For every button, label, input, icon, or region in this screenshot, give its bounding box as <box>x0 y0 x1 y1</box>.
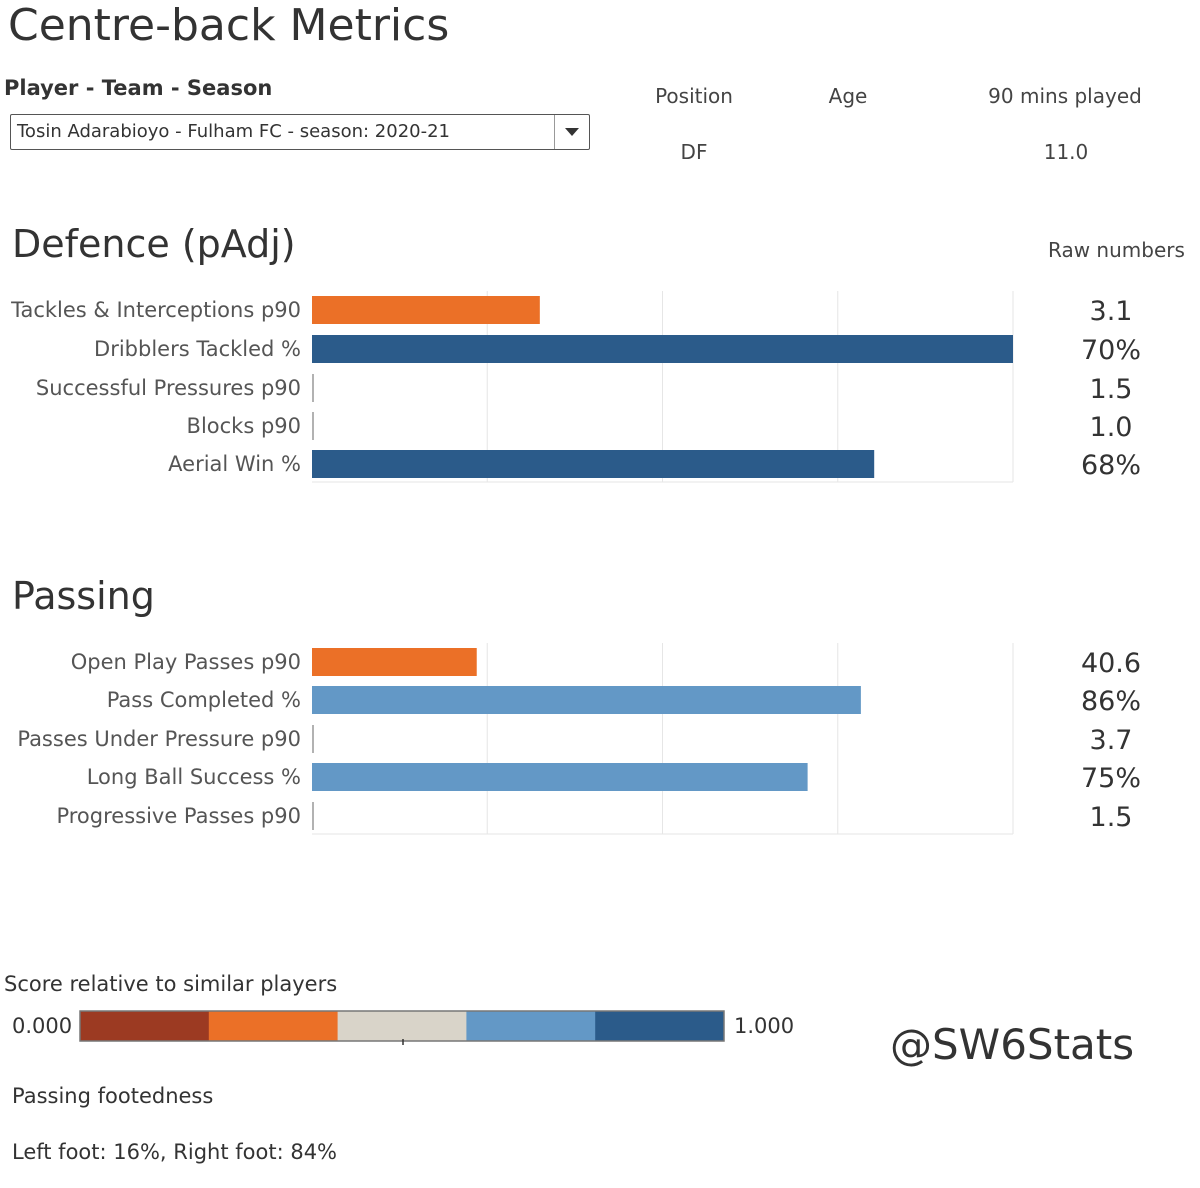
mins-played-value: 11.0 <box>1043 140 1089 164</box>
defence-raw-value: 68% <box>1081 450 1141 481</box>
legend-color-segment <box>337 1011 467 1041</box>
passing-chart-title: Passing <box>12 574 155 618</box>
mins-played-label: 90 mins played <box>988 84 1142 108</box>
defence-bar <box>312 335 1013 363</box>
footedness-title: Passing footedness <box>12 1084 214 1108</box>
passing-raw-value: 75% <box>1081 763 1141 794</box>
footedness-value: Left foot: 16%, Right foot: 84% <box>12 1140 338 1164</box>
defence-category-label: Aerial Win % <box>168 452 301 476</box>
player-select-divider <box>554 115 555 149</box>
passing-bar <box>312 648 477 676</box>
defence-category-label: Dribblers Tackled % <box>94 337 301 361</box>
passing-raw-value: 86% <box>1081 686 1141 717</box>
player-select[interactable]: Tosin Adarabioyo - Fulham FC - season: 2… <box>10 114 590 150</box>
passing-raw-value: 1.5 <box>1090 802 1133 833</box>
legend-color-segment <box>595 1011 725 1041</box>
defence-raw-value: 3.1 <box>1090 296 1133 327</box>
passing-raw-value: 3.7 <box>1090 725 1133 756</box>
passing-bar <box>312 686 861 714</box>
passing-bar <box>312 763 808 791</box>
defence-category-label: Successful Pressures p90 <box>36 376 301 400</box>
defence-raw-value: 70% <box>1081 335 1141 366</box>
passing-category-label: Passes Under Pressure p90 <box>17 727 301 751</box>
legend-border <box>79 1010 725 1042</box>
legend-title: Score relative to similar players <box>4 972 338 996</box>
raw-numbers-header: Raw numbers <box>1048 238 1185 262</box>
legend-color-segment <box>80 1011 210 1041</box>
passing-category-label: Long Ball Success % <box>87 765 301 789</box>
defence-raw-value: 1.5 <box>1090 374 1133 405</box>
legend-max-label: 1.000 <box>734 1014 795 1038</box>
defence-category-label: Tackles & Interceptions p90 <box>10 298 301 322</box>
passing-category-label: Pass Completed % <box>107 688 301 712</box>
defence-bar <box>312 296 540 324</box>
player-select-value: Tosin Adarabioyo - Fulham FC - season: 2… <box>17 121 450 142</box>
passing-raw-value: 40.6 <box>1081 648 1141 679</box>
defence-raw-value: 1.0 <box>1090 412 1133 443</box>
watermark: @SW6Stats <box>890 1020 1135 1069</box>
position-label: Position <box>655 84 733 108</box>
defence-chart-title: Defence (pAdj) <box>12 222 296 266</box>
defence-bar <box>312 450 875 478</box>
legend-min-label: 0.000 <box>12 1014 73 1038</box>
passing-category-label: Open Play Passes p90 <box>71 650 301 674</box>
passing-category-label: Progressive Passes p90 <box>56 804 301 828</box>
position-value: DF <box>680 140 708 164</box>
legend-color-segment <box>466 1011 596 1041</box>
page-title: Centre-back Metrics <box>8 0 450 51</box>
legend-color-segment <box>208 1011 339 1041</box>
defence-category-label: Blocks p90 <box>187 414 301 438</box>
chevron-down-icon[interactable] <box>565 128 579 136</box>
player-filter-label: Player - Team - Season <box>4 76 273 100</box>
age-label: Age <box>828 84 868 108</box>
